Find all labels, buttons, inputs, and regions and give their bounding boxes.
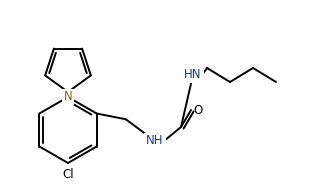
Text: O: O: [193, 103, 203, 117]
Text: HN: HN: [184, 69, 202, 81]
Text: Cl: Cl: [62, 168, 74, 181]
Text: NH: NH: [146, 135, 164, 147]
Text: N: N: [64, 91, 73, 103]
